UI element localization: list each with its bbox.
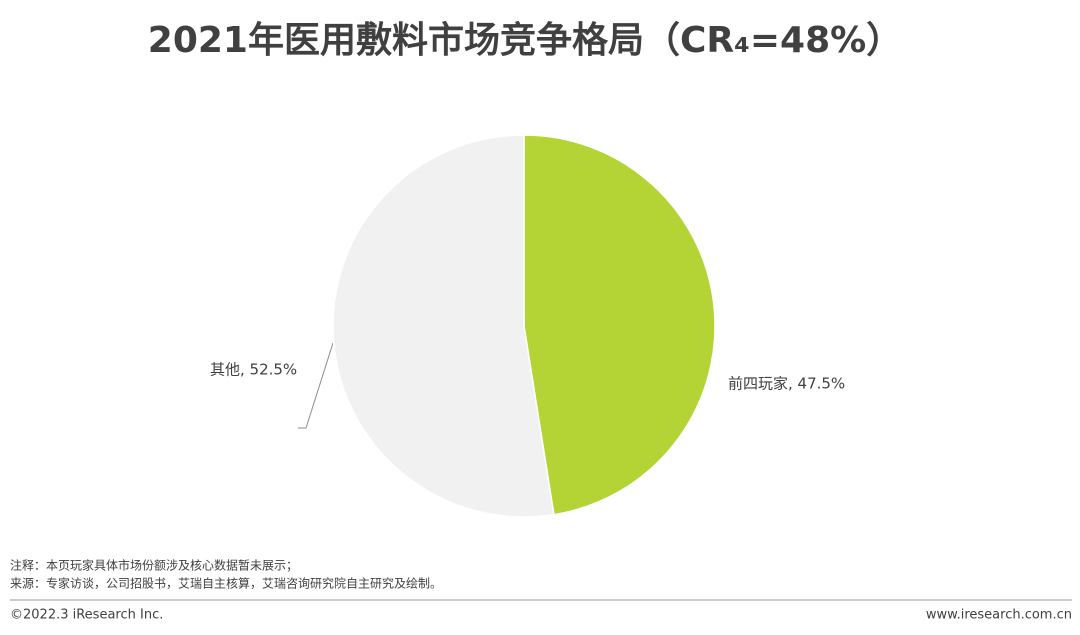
footer-left: ©2022.3 iResearch Inc. xyxy=(10,608,163,623)
note: 注释：本页玩家具体市场份额涉及核心数据暂未展示； xyxy=(10,558,298,573)
chart-title: 2021年医用敷料市场竞争格局（CR₄=48%） xyxy=(148,20,902,61)
leader-line xyxy=(298,342,334,429)
data-label: 前四玩家, 47.5% xyxy=(728,375,845,393)
footer-right: www.iresearch.com.cn xyxy=(926,608,1072,623)
note: 来源：专家访谈，公司招股书，艾瑞自主核算，艾瑞咨询研究院自主研究及绘制。 xyxy=(10,576,442,591)
data-label: 其他, 52.5% xyxy=(210,361,297,379)
pie-slice xyxy=(332,134,555,518)
pie-slice xyxy=(523,134,716,516)
